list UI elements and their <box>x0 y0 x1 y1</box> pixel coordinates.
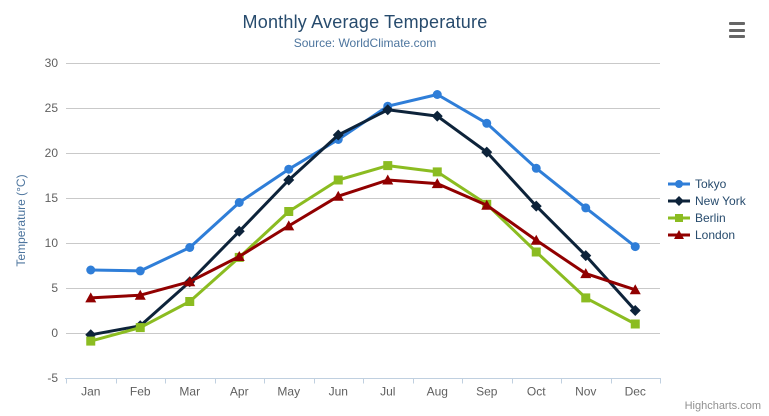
series-line-london[interactable] <box>89 178 637 300</box>
data-point-new-york[interactable] <box>629 305 641 316</box>
legend-item-new-york[interactable]: New York <box>668 192 746 209</box>
legend-label: London <box>695 227 736 242</box>
data-point-tokyo[interactable] <box>581 203 591 213</box>
data-point-new-york[interactable] <box>283 174 295 186</box>
data-point-new-york[interactable] <box>332 129 344 141</box>
x-axis-label: Oct <box>527 385 546 399</box>
x-axis-label: Jan <box>81 385 100 399</box>
y-axis-title: Temperature (°C) <box>14 174 28 266</box>
data-point-tokyo[interactable] <box>432 90 442 99</box>
x-axis-label: Sep <box>476 385 498 399</box>
y-axis-label: 30 <box>45 56 59 70</box>
y-axis-label: 15 <box>45 191 59 205</box>
chart-legend: Tokyo New York Berlin London <box>668 175 746 243</box>
x-axis-label: Apr <box>230 385 249 399</box>
data-point-london[interactable] <box>233 251 245 261</box>
data-point-tokyo[interactable] <box>531 163 541 173</box>
data-point-new-york[interactable] <box>481 146 493 158</box>
data-point-berlin[interactable] <box>630 319 640 329</box>
y-axis-label: 0 <box>51 326 58 340</box>
data-point-berlin[interactable] <box>432 167 442 177</box>
data-point-london[interactable] <box>629 284 641 295</box>
data-point-tokyo[interactable] <box>482 118 492 128</box>
y-axis-label: 10 <box>45 236 59 250</box>
data-point-tokyo[interactable] <box>86 265 96 275</box>
series-line-new-york[interactable] <box>89 108 637 337</box>
legend-item-berlin[interactable]: Berlin <box>668 209 746 226</box>
data-point-berlin[interactable] <box>135 323 145 333</box>
data-point-london[interactable] <box>481 199 493 210</box>
x-axis-label: Jul <box>380 385 395 399</box>
x-axis-label: Nov <box>575 385 596 399</box>
data-point-berlin[interactable] <box>86 336 96 346</box>
data-point-tokyo[interactable] <box>630 242 640 252</box>
data-point-tokyo[interactable] <box>135 266 145 276</box>
data-point-tokyo[interactable] <box>234 198 244 207</box>
data-point-new-york[interactable] <box>530 200 542 212</box>
x-axis-label: May <box>277 385 300 399</box>
menu-bar <box>729 22 745 25</box>
data-point-tokyo[interactable] <box>284 164 294 174</box>
highcharts-credit-link[interactable]: Highcharts.com <box>684 400 761 412</box>
legend-label: New York <box>695 193 746 208</box>
data-point-london[interactable] <box>85 292 97 303</box>
data-point-berlin[interactable] <box>333 175 343 185</box>
data-point-new-york[interactable] <box>580 250 592 262</box>
x-axis-label: Aug <box>427 385 448 399</box>
data-point-berlin[interactable] <box>284 207 294 216</box>
series-line-berlin[interactable] <box>89 164 637 343</box>
triangle-marker-icon <box>668 229 690 239</box>
data-point-london[interactable] <box>580 268 592 279</box>
legend-label: Berlin <box>695 210 726 225</box>
data-point-new-york[interactable] <box>431 110 443 122</box>
menu-bar <box>729 35 745 38</box>
hamburger-menu-icon[interactable] <box>727 20 751 40</box>
data-point-berlin[interactable] <box>383 161 393 171</box>
circle-marker-icon <box>668 179 690 188</box>
data-point-new-york[interactable] <box>382 104 394 116</box>
x-axis-label: Dec <box>625 385 646 399</box>
y-axis-label: 5 <box>51 281 58 295</box>
menu-bar <box>729 28 745 32</box>
data-point-berlin[interactable] <box>185 297 195 306</box>
data-point-london[interactable] <box>184 276 196 287</box>
data-point-london[interactable] <box>382 174 394 185</box>
data-point-london[interactable] <box>431 178 443 189</box>
y-axis-label: 25 <box>45 101 59 115</box>
data-point-new-york[interactable] <box>233 225 245 237</box>
data-point-london[interactable] <box>283 220 295 231</box>
square-marker-icon <box>668 213 690 222</box>
data-point-berlin[interactable] <box>531 247 541 257</box>
data-point-berlin[interactable] <box>581 293 591 303</box>
legend-label: Tokyo <box>695 176 727 191</box>
x-axis-label: Feb <box>130 385 151 399</box>
data-point-london[interactable] <box>332 190 344 201</box>
x-axis-label: Mar <box>179 385 200 399</box>
legend-item-london[interactable]: London <box>668 226 746 243</box>
y-axis-label: -5 <box>47 371 58 385</box>
chart-title: Monthly Average Temperature <box>242 12 488 32</box>
data-point-london[interactable] <box>530 234 542 245</box>
data-point-tokyo[interactable] <box>185 243 195 252</box>
chart-subtitle: Source: WorldClimate.com <box>293 36 437 50</box>
legend-item-tokyo[interactable]: Tokyo <box>668 175 746 192</box>
x-axis-label: Jun <box>329 385 348 399</box>
y-axis-label: 20 <box>45 146 59 160</box>
data-point-london[interactable] <box>134 289 146 300</box>
diamond-marker-icon <box>668 195 690 206</box>
